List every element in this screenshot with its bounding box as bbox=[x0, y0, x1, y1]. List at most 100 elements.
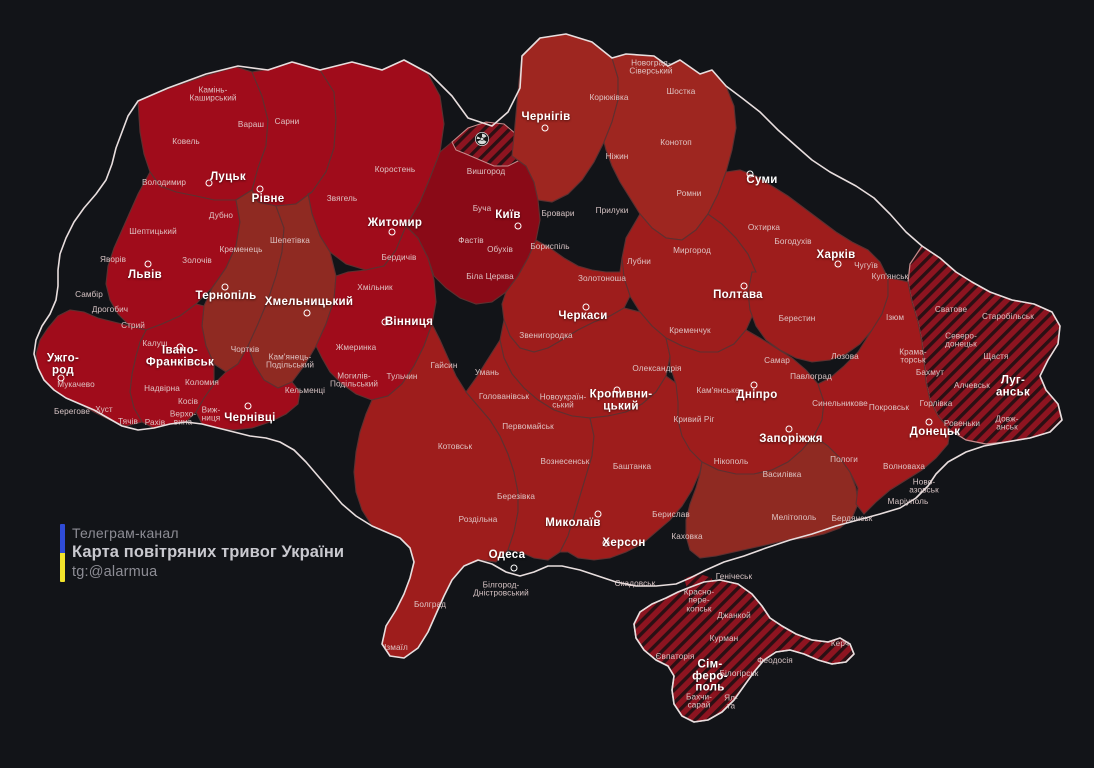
city-label[interactable]: Біла Церква bbox=[466, 271, 514, 281]
city-label[interactable]: Хмільник bbox=[357, 282, 393, 292]
city-label[interactable]: Чортків bbox=[230, 344, 260, 354]
city-label[interactable]: Білгород- Дністровський bbox=[473, 580, 529, 598]
city-label[interactable]: Коростень bbox=[374, 164, 416, 174]
city-label[interactable]: Хуст bbox=[95, 404, 113, 414]
city-label[interactable]: Корюківка bbox=[589, 92, 629, 102]
city-label[interactable]: Полтава bbox=[713, 289, 763, 302]
city-label[interactable]: Кривий Ріг bbox=[673, 414, 715, 424]
city-label[interactable]: Запоріжжя bbox=[759, 433, 823, 446]
city-marker-dot[interactable] bbox=[57, 374, 65, 382]
city-label[interactable]: Покровськ bbox=[868, 402, 910, 412]
city-label[interactable]: Одеса bbox=[488, 549, 526, 562]
city-label[interactable]: Кременець bbox=[219, 244, 263, 254]
city-label[interactable]: Верхо- вина bbox=[169, 409, 197, 427]
city-label[interactable]: Коломия bbox=[185, 377, 219, 387]
city-label[interactable]: Тячів bbox=[118, 416, 138, 426]
city-label[interactable]: Херсон bbox=[602, 537, 646, 550]
city-label[interactable]: Черкаси bbox=[558, 310, 608, 323]
city-marker-dot[interactable] bbox=[256, 185, 264, 193]
city-label[interactable]: Житомир bbox=[367, 217, 423, 230]
city-label[interactable]: Дніпро bbox=[736, 389, 778, 402]
oblast-kharkiv[interactable] bbox=[707, 169, 889, 363]
city-label[interactable]: Донецьк bbox=[909, 426, 961, 439]
city-label[interactable]: Ніжин bbox=[605, 151, 629, 161]
city-label[interactable]: Вишгород bbox=[466, 166, 506, 176]
city-marker-dot[interactable] bbox=[303, 309, 311, 317]
city-label[interactable]: Прилуки bbox=[595, 205, 629, 215]
city-label[interactable]: Київ bbox=[495, 209, 521, 222]
city-label[interactable]: Бахмут bbox=[915, 367, 945, 377]
city-marker-dot[interactable] bbox=[740, 282, 748, 290]
city-label[interactable]: Яворів bbox=[99, 254, 127, 264]
city-label[interactable]: Харків bbox=[816, 249, 856, 262]
city-label[interactable]: Берислав bbox=[652, 509, 690, 519]
city-label[interactable]: Вінниця bbox=[384, 316, 434, 329]
city-label[interactable]: Косів bbox=[177, 396, 199, 406]
city-label[interactable]: Феодосія bbox=[757, 655, 793, 665]
city-label[interactable]: Самбір bbox=[75, 289, 103, 299]
city-label[interactable]: Миколаїв bbox=[545, 517, 601, 530]
city-label[interactable]: Вознесенськ bbox=[540, 456, 590, 466]
city-label[interactable]: Ізмаїл bbox=[384, 642, 408, 652]
city-marker-dot[interactable] bbox=[221, 283, 229, 291]
city-marker-dot[interactable] bbox=[785, 425, 793, 433]
city-label[interactable]: Олександрія bbox=[632, 363, 682, 373]
city-label[interactable]: Баштанка bbox=[612, 461, 652, 471]
city-label[interactable]: Волноваха bbox=[883, 461, 925, 471]
city-label[interactable]: Куп'янськ bbox=[871, 271, 909, 281]
city-label[interactable]: Кам'янське bbox=[696, 385, 740, 395]
city-label[interactable]: Бердянськ bbox=[831, 513, 873, 523]
city-label[interactable]: Бахчи- сарай bbox=[685, 692, 713, 710]
city-label[interactable]: Суми bbox=[746, 174, 778, 187]
city-label[interactable]: Красно- пере- копськ bbox=[683, 587, 715, 614]
city-label[interactable]: Золотоноша bbox=[578, 273, 626, 283]
city-label[interactable]: Богодухів bbox=[774, 236, 812, 246]
city-label[interactable]: Тульчин bbox=[386, 371, 418, 381]
city-label[interactable]: Ял- та bbox=[724, 693, 738, 711]
city-label[interactable]: Охтирка bbox=[747, 222, 781, 232]
city-label[interactable]: Ромни bbox=[676, 188, 702, 198]
oblast-donetsk[interactable] bbox=[813, 277, 951, 515]
oblast-mykolaiv[interactable] bbox=[465, 338, 595, 561]
city-label[interactable]: Сім- феро- поль bbox=[692, 658, 728, 694]
city-label[interactable]: Ізюм bbox=[885, 312, 905, 322]
city-marker-dot[interactable] bbox=[594, 510, 602, 518]
city-label[interactable]: Ровеньки bbox=[943, 418, 981, 428]
city-label[interactable]: Звенигородка bbox=[519, 330, 573, 340]
city-marker-dot[interactable] bbox=[925, 418, 933, 426]
city-label[interactable]: Чернівці bbox=[224, 412, 276, 425]
city-label[interactable]: Дрогобич bbox=[91, 304, 129, 314]
city-label[interactable]: Луг- анськ bbox=[995, 374, 1031, 398]
city-label[interactable]: Ужго- род bbox=[46, 352, 80, 376]
city-label[interactable]: Березівка bbox=[497, 491, 535, 501]
city-label[interactable]: Голованівськ bbox=[478, 391, 530, 401]
city-label[interactable]: Стрий bbox=[121, 320, 145, 330]
city-label[interactable]: Могилів- Подільський bbox=[329, 371, 379, 389]
city-label[interactable]: Новоукраїн- ський bbox=[539, 392, 587, 410]
city-label[interactable]: Мукачево bbox=[57, 379, 95, 389]
city-label[interactable]: Павлоград bbox=[790, 371, 832, 381]
city-label[interactable]: Роздільна bbox=[458, 514, 498, 524]
city-label[interactable]: Вараш bbox=[237, 119, 265, 129]
city-label[interactable]: Северо- донецьк bbox=[945, 331, 977, 349]
city-label[interactable]: Бровари bbox=[541, 208, 575, 218]
city-label[interactable]: Білогірськ bbox=[719, 668, 759, 678]
city-label[interactable]: Дубно bbox=[208, 210, 234, 220]
city-marker-dot[interactable] bbox=[602, 539, 610, 547]
city-label[interactable]: Берегове bbox=[53, 406, 91, 416]
city-label[interactable]: Івано- Франківськ bbox=[145, 344, 215, 368]
city-label[interactable]: Миргород bbox=[673, 245, 711, 255]
city-label[interactable]: Самар bbox=[764, 355, 790, 365]
city-marker-dot[interactable] bbox=[613, 386, 621, 394]
city-label[interactable]: Євпаторія bbox=[655, 651, 695, 661]
city-label[interactable]: Каховка bbox=[671, 531, 703, 541]
city-label[interactable]: Гайсин bbox=[430, 360, 458, 370]
city-label[interactable]: Мелітополь bbox=[771, 512, 817, 522]
city-label[interactable]: Ново- азовськ bbox=[909, 477, 939, 495]
city-label[interactable]: Шостка bbox=[666, 86, 696, 96]
city-label[interactable]: Чернігів bbox=[521, 111, 571, 124]
city-label[interactable]: Конотоп bbox=[660, 137, 692, 147]
watermark[interactable]: Телеграм-канал Карта повітряних тривог У… bbox=[60, 524, 344, 582]
city-label[interactable]: Виж- ниця bbox=[201, 405, 221, 423]
city-label[interactable]: Ковель bbox=[172, 136, 200, 146]
